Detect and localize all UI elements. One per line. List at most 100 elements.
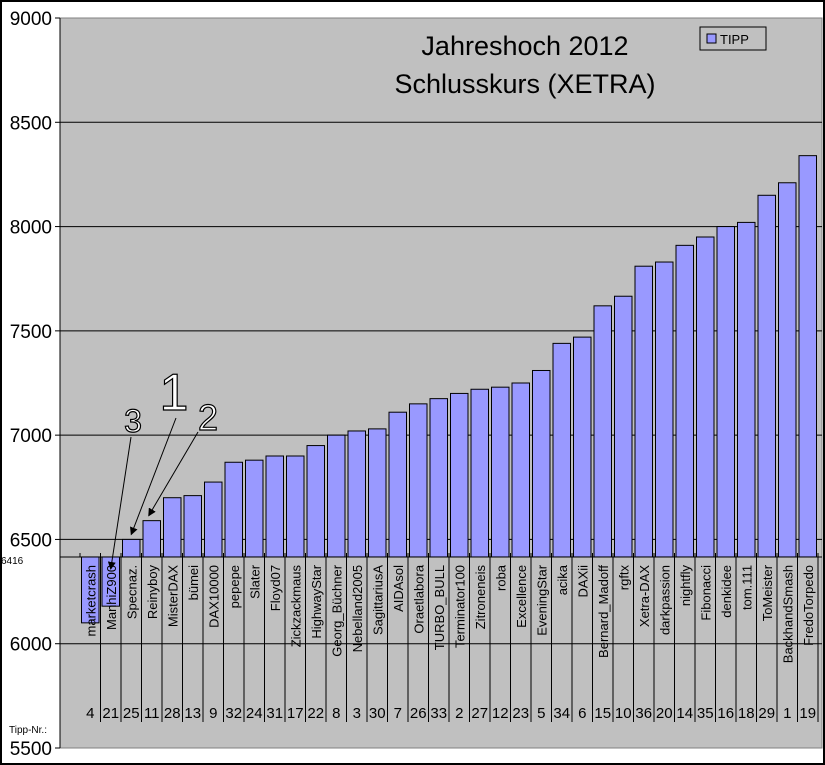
bar xyxy=(163,497,182,558)
category-label: BackhandSmash xyxy=(780,565,795,663)
baseline-label: 6416 xyxy=(1,556,24,567)
category-label: Georg_Büchner xyxy=(329,564,344,656)
category-label: Xetra-DAX xyxy=(637,565,652,627)
bar xyxy=(183,495,202,558)
bar xyxy=(593,305,612,558)
bar xyxy=(286,455,305,558)
tipp-nr: 4 xyxy=(86,705,94,722)
bar xyxy=(532,369,551,558)
bar xyxy=(757,194,776,558)
tipp-nr: 7 xyxy=(394,705,402,722)
bar xyxy=(675,244,694,558)
tipp-nr: 14 xyxy=(676,705,693,722)
annotation-arrow xyxy=(107,436,132,570)
annotation-number: 3 xyxy=(124,403,142,439)
tipp-nr: 17 xyxy=(287,705,304,722)
bar xyxy=(224,461,243,558)
legend xyxy=(699,26,767,51)
category-label: rgftx xyxy=(616,564,631,590)
category-label: HighwayStar xyxy=(309,564,324,638)
bar xyxy=(245,459,264,558)
annotation-arrow xyxy=(148,431,199,517)
legend-swatch xyxy=(706,33,717,44)
tipp-nr: 22 xyxy=(307,705,324,722)
chart-title: Jahreshoch 2012 xyxy=(421,31,628,61)
bar xyxy=(122,538,141,558)
category-label: roba xyxy=(493,564,508,591)
annotation-number: 2 xyxy=(198,397,218,438)
category-label: Fibonacci xyxy=(698,565,713,621)
tipp-nr: 11 xyxy=(144,705,160,722)
tipp-nr: 27 xyxy=(471,705,488,722)
tipp-nr: 8 xyxy=(332,705,340,722)
y-tick-label: 6000 xyxy=(10,635,52,656)
chart-subtitle: Schlusskurs (XETRA) xyxy=(394,69,655,99)
tipp-nr: 30 xyxy=(369,705,386,722)
bar xyxy=(470,388,489,558)
category-label: pepepe xyxy=(227,565,242,608)
tipp-nr: 34 xyxy=(553,705,570,722)
category-label: Floyd07 xyxy=(268,565,283,611)
y-tick-label: 8500 xyxy=(10,113,52,134)
category-label: ManhiZ900 xyxy=(104,565,119,630)
annotation-arrow xyxy=(130,417,177,536)
tipp-nr: 33 xyxy=(430,705,447,722)
bar xyxy=(798,155,817,558)
bar xyxy=(573,336,592,558)
bar xyxy=(306,445,325,558)
tipp-nr: 31 xyxy=(266,705,283,722)
category-label: ToMeister xyxy=(760,564,775,621)
tipp-nr: 32 xyxy=(225,705,242,722)
bar xyxy=(737,221,756,558)
bar xyxy=(204,481,223,558)
tipp-nr: 26 xyxy=(410,705,427,722)
tipp-nr: 15 xyxy=(594,705,611,722)
category-label: Zitroneneis xyxy=(473,564,488,629)
bar xyxy=(655,261,674,558)
bar xyxy=(511,382,530,558)
tipp-nr: 6 xyxy=(578,705,586,722)
tipp-nr: 16 xyxy=(717,705,734,722)
bar xyxy=(696,236,715,558)
tipp-nr: 12 xyxy=(492,705,509,722)
category-label: Specnaz. xyxy=(124,565,139,619)
bar xyxy=(429,398,448,558)
bar xyxy=(347,430,366,558)
category-label: FredoTorpedo xyxy=(801,565,816,646)
tipp-nr: 19 xyxy=(799,705,816,722)
y-tick-label: 7500 xyxy=(10,322,52,343)
tipp-nr: 21 xyxy=(102,705,119,722)
category-label: Oraetlabora xyxy=(411,564,426,633)
category-label: acika xyxy=(555,564,570,595)
category-label: marketcrash xyxy=(83,565,98,637)
bar xyxy=(552,342,571,558)
tipp-nr: 28 xyxy=(164,705,181,722)
category-label: DAXii xyxy=(575,565,590,598)
tipp-nr: 13 xyxy=(184,705,201,722)
y-tick-label: 8000 xyxy=(10,218,52,239)
bar xyxy=(368,428,387,558)
tipp-nr: 23 xyxy=(512,705,529,722)
bar xyxy=(327,434,346,558)
category-label: AIDAsol xyxy=(391,565,406,612)
category-label: Reinyboy xyxy=(145,564,160,619)
bar xyxy=(265,455,284,558)
category-label: Excellence xyxy=(514,565,529,628)
bar xyxy=(142,520,161,558)
category-label: MisterDAX xyxy=(165,565,180,627)
tipp-nr: 1 xyxy=(783,705,791,722)
category-label: nightfly xyxy=(678,564,693,606)
category-label: Bernard_Madoff xyxy=(596,565,611,658)
bar xyxy=(491,386,510,558)
category-label: Nebelland2005 xyxy=(350,565,365,652)
tipp-nr: 10 xyxy=(615,705,632,722)
annotation-number: 1 xyxy=(160,364,189,422)
category-label: Terminator100 xyxy=(452,565,467,648)
tipp-nr: 24 xyxy=(246,705,263,722)
y-tick-label: 6500 xyxy=(10,530,52,551)
tipp-nr: 20 xyxy=(656,705,673,722)
category-label: Zickzackmaus xyxy=(288,564,303,647)
tipp-nr: 9 xyxy=(209,705,217,722)
tipp-nr: 5 xyxy=(537,705,545,722)
